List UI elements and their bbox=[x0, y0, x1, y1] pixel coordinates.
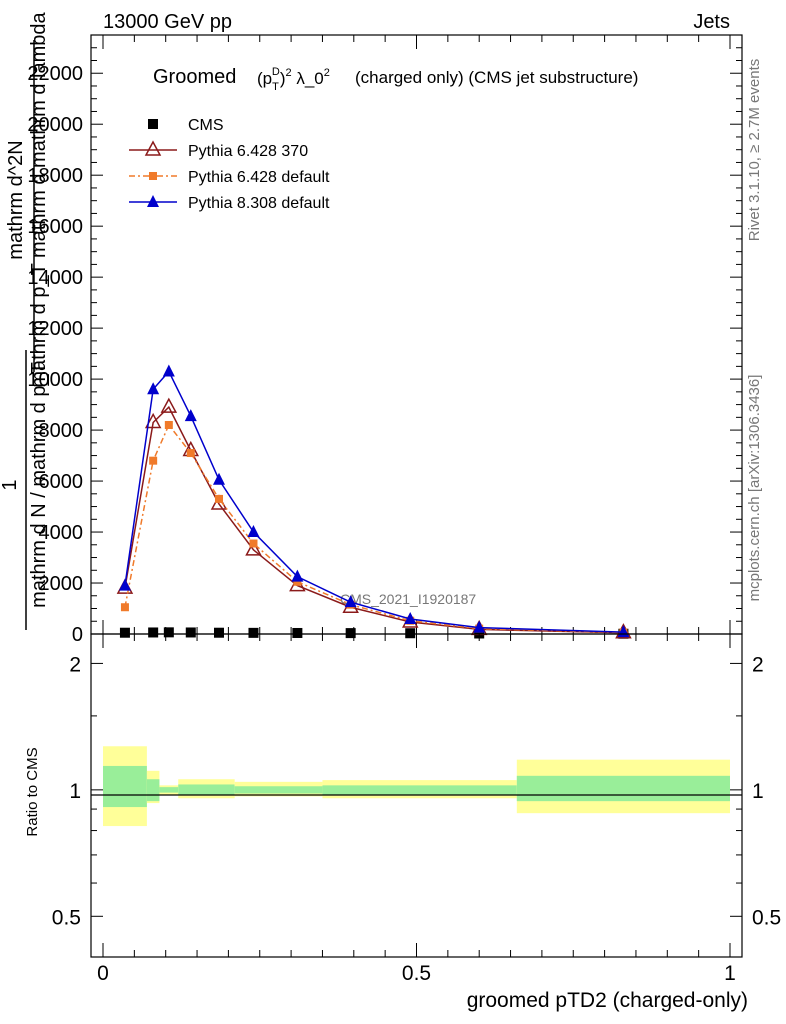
main-y-tick-label: 0 bbox=[72, 624, 83, 646]
legend-label: CMS bbox=[188, 117, 224, 134]
main-y-tick-label: 22000 bbox=[27, 63, 83, 85]
legend-marker bbox=[148, 119, 158, 129]
series-0 bbox=[119, 627, 629, 639]
top-ylabel: mathrm d^2N mathrm d p_T mathrm d mathrm… bbox=[0, 11, 50, 630]
main-y-tick-label: 16000 bbox=[27, 216, 83, 238]
legend-item: Pythia 8.308 default bbox=[129, 195, 330, 212]
header-left: 13000 GeV pp bbox=[103, 11, 232, 33]
ratio-y-tick-label: 1 bbox=[69, 780, 81, 803]
watermark: CMS_2021_I1920187 bbox=[340, 591, 476, 607]
data-point bbox=[186, 449, 195, 458]
ratio-y-tick-label-right: 0.5 bbox=[752, 906, 781, 929]
legend-item: CMS bbox=[148, 117, 224, 134]
ratio-inner-band bbox=[516, 775, 730, 802]
main-plot: 0 2000 4000 6000 8000 10000 12000 14000 16000 180… bbox=[27, 34, 743, 646]
legend-marker bbox=[144, 140, 162, 156]
ratio-inner-band bbox=[103, 765, 147, 808]
ratio-y-tick-label: 2 bbox=[69, 653, 81, 676]
ratio-y-ticks: 0.5 0.5 1 1 2 2 bbox=[52, 653, 781, 929]
ratio-x-ticks: 0 0.5 1 bbox=[97, 634, 736, 985]
main-y-tick-label: 8000 bbox=[39, 420, 84, 442]
side-text-top: Rivet 3.1.10, ≥ 2.7M events bbox=[746, 59, 763, 242]
ratio-inner-band bbox=[178, 784, 235, 796]
title-prefix: Groomed bbox=[153, 66, 236, 88]
data-point bbox=[292, 627, 303, 638]
data-point bbox=[344, 595, 357, 608]
data-point bbox=[148, 627, 159, 638]
main-y-tick-label: 20000 bbox=[27, 114, 83, 136]
ratio-y-tick-label-right: 1 bbox=[752, 780, 764, 803]
data-point bbox=[164, 420, 173, 429]
series-3 bbox=[118, 364, 630, 638]
data-point bbox=[118, 578, 131, 591]
data-point bbox=[293, 577, 302, 586]
data-point bbox=[291, 569, 304, 582]
legend-label: Pythia 6.428 default bbox=[188, 169, 330, 186]
data-point bbox=[249, 539, 258, 548]
ylabel-line-1: mathrm d^2N bbox=[5, 140, 27, 259]
ratio-x-tick-label: 0.5 bbox=[402, 962, 431, 985]
ratio-ylabel: Ratio to CMS bbox=[24, 747, 41, 836]
ratio-x-tick-label: 1 bbox=[724, 962, 736, 985]
title-math: (pTD)2 λ_02 bbox=[257, 66, 330, 93]
data-point bbox=[345, 628, 356, 639]
legend-label: Pythia 6.428 370 bbox=[188, 143, 308, 160]
series-line bbox=[124, 423, 624, 634]
data-point bbox=[160, 397, 178, 413]
legend: CMS Pythia 6.428 370 Pythia 6.428 default P… bbox=[129, 117, 330, 212]
main-y-tick-label: 12000 bbox=[27, 318, 83, 340]
main-y-tick-label: 4000 bbox=[39, 522, 84, 544]
data-point bbox=[185, 627, 196, 638]
data-point bbox=[405, 628, 416, 639]
main-y-tick-label: 14000 bbox=[27, 267, 83, 289]
main-y-tick-label: 18000 bbox=[27, 165, 83, 187]
ratio-inner-band bbox=[234, 786, 323, 794]
ratio-inner-band bbox=[159, 787, 179, 793]
data-point bbox=[404, 611, 417, 624]
data-point bbox=[144, 412, 162, 429]
header-right: Jets bbox=[693, 11, 730, 33]
ratio-plot: 0.5 0.51 12 2 0 0.5 1 bbox=[52, 633, 781, 985]
data-point bbox=[147, 382, 160, 395]
ratio-y-tick-label: 0.5 bbox=[52, 906, 81, 929]
main-y-tick-label: 10000 bbox=[27, 369, 83, 391]
ratio-inner-band bbox=[146, 779, 160, 802]
ratio-bands bbox=[103, 746, 730, 827]
x-axis-label: groomed pTD2 (charged-only) bbox=[467, 989, 748, 1012]
data-point bbox=[247, 525, 260, 538]
legend-item: Pythia 6.428 370 bbox=[129, 140, 308, 160]
legend-item: Pythia 6.428 default bbox=[129, 169, 330, 186]
data-point bbox=[120, 603, 129, 612]
main-y-tick-label: 6000 bbox=[39, 471, 84, 493]
data-point bbox=[163, 627, 174, 638]
ylabel-line-4: mathrm d N / mathrm d p_T bbox=[28, 362, 50, 608]
data-point bbox=[214, 494, 223, 503]
data-point bbox=[149, 456, 158, 465]
legend-marker bbox=[147, 195, 159, 207]
data-point bbox=[213, 627, 224, 638]
data-point bbox=[184, 409, 197, 422]
data-point bbox=[245, 540, 262, 556]
data-point bbox=[212, 472, 225, 485]
main-y-tick-label: 2000 bbox=[39, 573, 84, 595]
ratio-y-tick-label-right: 2 bbox=[752, 653, 764, 676]
data-point bbox=[162, 364, 175, 377]
data-point bbox=[473, 620, 486, 633]
plot-title: Groomed (pTD)2 λ_02 (charged only) (CMS … bbox=[153, 66, 638, 93]
title-suffix: (charged only) (CMS jet substructure) bbox=[355, 68, 638, 87]
legend-label: Pythia 8.308 default bbox=[188, 195, 330, 212]
data-point bbox=[248, 627, 259, 638]
main-y-ticks: 0 2000 4000 6000 8000 10000 12000 14000 16000 180… bbox=[27, 47, 742, 646]
data-point bbox=[119, 627, 130, 638]
legend-marker bbox=[149, 172, 157, 180]
ylabel-line-3: 1 bbox=[0, 479, 21, 490]
ratio-inner-band bbox=[322, 785, 517, 795]
ratio-x-tick-label: 0 bbox=[97, 962, 109, 985]
side-text-bottom: mcplots.cern.ch [arXiv:1306.3436] bbox=[746, 375, 763, 602]
